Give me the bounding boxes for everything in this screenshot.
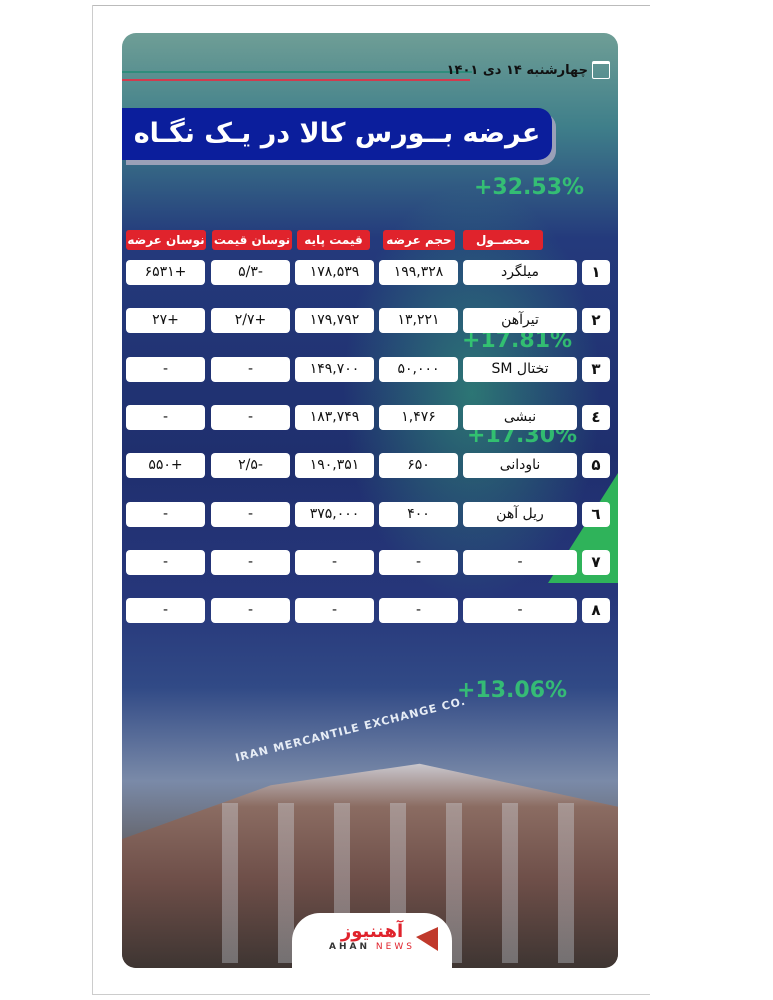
cell-index: ۵	[582, 453, 610, 479]
cell-index: ۸	[582, 598, 610, 624]
cell-base-price: ۱۸۳,۷۴۹	[295, 404, 374, 430]
cell-volume: ۶۵۰	[379, 453, 458, 479]
bg-percent: +32.53%	[474, 175, 585, 200]
cell-index: ۱	[582, 260, 610, 285]
cell-volume: ۱۹۹,۳۲۸	[379, 260, 458, 285]
header-base-price: قیمت پایه	[297, 230, 370, 250]
calendar-icon	[592, 61, 610, 79]
cell-product: تختال SM	[463, 356, 577, 382]
cell-price-change: -	[211, 501, 290, 527]
cell-base-price: ۱۷۸,۵۳۹	[295, 260, 374, 285]
cell-volume: ۱۳,۲۲۱	[379, 308, 458, 334]
header-supply-change: نوسان عرضه	[126, 230, 206, 250]
cell-price-change: -۲/۵	[211, 453, 290, 479]
header-price-change: نوسان قیمت	[212, 230, 292, 250]
infographic-card: +32.53% +17.81% +17.30% +13.06% IRAN MER…	[122, 33, 618, 968]
cell-volume: -	[379, 598, 458, 624]
paper-plane-icon	[416, 927, 438, 951]
cell-product: میلگرد	[463, 260, 577, 285]
cell-index: ۷	[582, 549, 610, 575]
cell-volume: ۱,۴۷۶	[379, 404, 458, 430]
cell-base-price: ۱۷۹,۷۹۲	[295, 308, 374, 334]
cell-supply-change: +۵۵۰	[126, 453, 205, 479]
cell-base-price: -	[295, 598, 374, 624]
cell-index: ٦	[582, 501, 610, 527]
cell-base-price: ۱۹۰,۳۵۱	[295, 453, 374, 479]
ahan-news-logo: آهننیوز AHAN NEWS	[292, 913, 452, 968]
cell-base-price: -	[295, 549, 374, 575]
cell-index: ٤	[582, 404, 610, 430]
logo-fa-b: نیوز	[340, 921, 378, 942]
bg-percent: +13.06%	[457, 678, 568, 703]
cell-supply-change: +۶۵۳۱	[126, 260, 205, 285]
logo-en-b: NEWS	[375, 942, 415, 952]
cell-price-change: -	[211, 598, 290, 624]
date-label: چهارشنبه ۱۴ دی ۱۴۰۱	[447, 61, 610, 79]
cell-supply-change: +۲۷	[126, 308, 205, 334]
cell-product: -	[463, 549, 577, 575]
cell-supply-change: -	[126, 501, 205, 527]
date-text: چهارشنبه ۱۴ دی ۱۴۰۱	[446, 62, 588, 78]
decor-line	[122, 71, 472, 73]
cell-volume: ۴۰۰	[379, 501, 458, 527]
cell-price-change: -	[211, 549, 290, 575]
cell-price-change: -۵/۳	[211, 260, 290, 285]
header-volume: حجم عرضه	[383, 230, 455, 250]
page-title: عرضه بــورس کالا در یـک نگـاه	[122, 108, 552, 160]
cell-volume: ۵۰,۰۰۰	[379, 356, 458, 382]
cell-product: ریل آهن	[463, 501, 577, 527]
cell-price-change: -	[211, 404, 290, 430]
cell-volume: -	[379, 549, 458, 575]
building-sign: IRAN MERCANTILE EXCHANGE CO.	[233, 694, 468, 765]
cell-supply-change: -	[126, 404, 205, 430]
decor-line	[122, 79, 470, 81]
frame-top-line	[92, 5, 650, 6]
cell-product: تیرآهن	[463, 308, 577, 334]
cell-product: -	[463, 598, 577, 624]
cell-product: ناودانی	[463, 453, 577, 479]
cell-product: نبشی	[463, 404, 577, 430]
cell-price-change: -	[211, 356, 290, 382]
cell-supply-change: -	[126, 549, 205, 575]
frame-left-line	[92, 5, 93, 995]
cell-supply-change: -	[126, 356, 205, 382]
cell-index: ۳	[582, 356, 610, 382]
cell-base-price: ۳۷۵,۰۰۰	[295, 501, 374, 527]
logo-fa-a: آهن	[377, 921, 404, 942]
logo-en-a: AHAN	[329, 942, 371, 952]
cell-price-change: +۲/۷	[211, 308, 290, 334]
cell-index: ۲	[582, 308, 610, 334]
cell-base-price: ۱۴۹,۷۰۰	[295, 356, 374, 382]
header-product: محصــول	[463, 230, 543, 250]
frame-bottom-line	[92, 994, 650, 995]
cell-supply-change: -	[126, 598, 205, 624]
